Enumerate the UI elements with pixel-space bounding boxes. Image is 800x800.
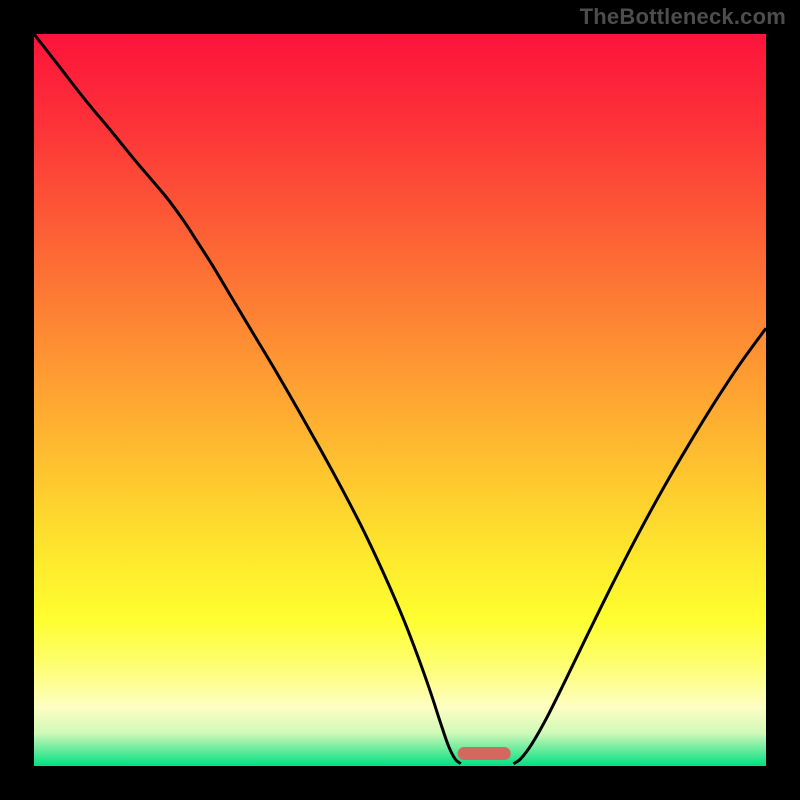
bottleneck-marker [458, 747, 511, 760]
plot-background [34, 34, 766, 766]
chart-root: TheBottleneck.com [0, 0, 800, 800]
watermark-text: TheBottleneck.com [580, 4, 786, 30]
chart-svg [0, 0, 800, 800]
